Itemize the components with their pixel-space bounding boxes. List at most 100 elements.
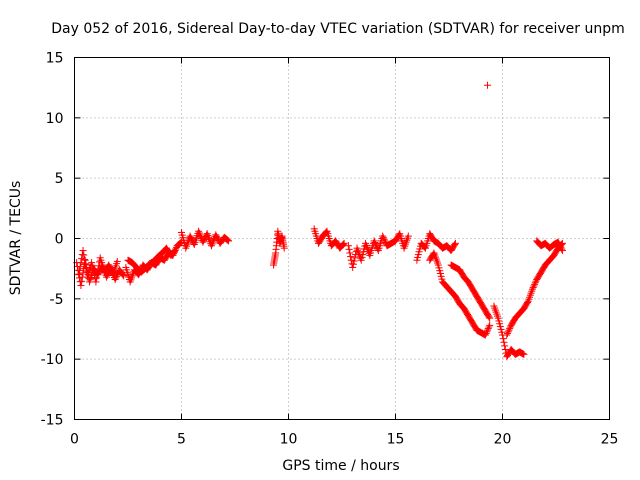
data-point bbox=[501, 342, 509, 350]
data-point bbox=[531, 279, 539, 287]
data-point bbox=[82, 264, 90, 272]
data-point bbox=[380, 235, 388, 243]
data-point bbox=[451, 239, 459, 247]
data-point bbox=[370, 237, 378, 245]
y-tick-label: -5 bbox=[50, 292, 64, 308]
data-point bbox=[95, 262, 103, 270]
data-point bbox=[381, 237, 389, 245]
data-point bbox=[223, 236, 231, 244]
data-point bbox=[209, 238, 217, 246]
data-point bbox=[93, 270, 101, 278]
data-point bbox=[95, 269, 103, 277]
data-point bbox=[171, 247, 179, 255]
data-point bbox=[503, 329, 511, 337]
data-point bbox=[484, 325, 492, 333]
data-point bbox=[345, 245, 353, 253]
data-point bbox=[105, 261, 113, 269]
data-point bbox=[379, 234, 387, 242]
data-point bbox=[78, 255, 86, 263]
data-point bbox=[195, 227, 203, 235]
y-tick-label: 0 bbox=[55, 232, 64, 248]
x-tick-labels: 0 5 10 15 20 25 bbox=[70, 432, 618, 448]
data-point bbox=[105, 263, 113, 271]
data-point bbox=[404, 232, 412, 240]
data-point bbox=[113, 257, 121, 265]
data-point bbox=[224, 236, 232, 244]
data-point bbox=[113, 272, 121, 280]
data-point bbox=[340, 239, 348, 247]
data-point bbox=[92, 278, 100, 286]
y-tick-label: 10 bbox=[46, 111, 64, 127]
data-point bbox=[103, 273, 111, 281]
data-point bbox=[485, 323, 493, 331]
data-point bbox=[79, 247, 87, 255]
plot-frame bbox=[74, 57, 610, 420]
data-points bbox=[73, 81, 566, 361]
data-point bbox=[77, 259, 85, 267]
data-point bbox=[89, 265, 97, 273]
data-point bbox=[75, 271, 83, 279]
data-point bbox=[451, 241, 459, 249]
data-point bbox=[486, 321, 494, 329]
data-point bbox=[347, 253, 355, 261]
data-point bbox=[395, 231, 403, 239]
y-tick-label: 5 bbox=[55, 171, 64, 187]
data-point bbox=[76, 263, 84, 271]
data-point bbox=[81, 260, 89, 268]
data-point bbox=[78, 277, 86, 285]
x-tick-label: 0 bbox=[70, 432, 79, 448]
data-point bbox=[344, 242, 352, 250]
data-point bbox=[196, 231, 204, 239]
data-point bbox=[339, 241, 347, 249]
data-point bbox=[91, 275, 99, 283]
data-point bbox=[500, 338, 508, 346]
data-point bbox=[520, 350, 528, 358]
data-point bbox=[499, 335, 507, 343]
y-tick-label: 15 bbox=[46, 51, 64, 67]
data-point bbox=[339, 240, 347, 248]
data-point bbox=[485, 313, 493, 321]
data-point bbox=[379, 232, 387, 240]
data-point bbox=[372, 240, 380, 248]
data-point bbox=[531, 280, 539, 288]
data-point bbox=[481, 331, 489, 339]
data-point bbox=[120, 272, 128, 280]
data-point bbox=[483, 328, 491, 336]
data-point bbox=[421, 243, 429, 251]
data-point bbox=[88, 262, 96, 270]
x-axis-title: GPS time / hours bbox=[282, 458, 399, 474]
data-point bbox=[346, 249, 354, 257]
data-point bbox=[207, 242, 215, 250]
x-tick-label: 25 bbox=[601, 432, 619, 448]
data-point bbox=[558, 247, 566, 255]
data-point bbox=[80, 255, 88, 263]
data-point bbox=[322, 228, 330, 236]
data-point bbox=[558, 245, 566, 253]
x-tick-label: 20 bbox=[494, 432, 512, 448]
data-point bbox=[93, 274, 101, 282]
y-tick-labels: -15 -10 -5 0 5 10 15 bbox=[41, 51, 64, 429]
data-point bbox=[80, 251, 88, 259]
data-point bbox=[371, 239, 379, 247]
data-point bbox=[111, 276, 119, 284]
y-tick-label: -10 bbox=[41, 352, 64, 368]
data-point bbox=[170, 248, 178, 256]
data-point bbox=[530, 282, 538, 290]
data-point bbox=[484, 81, 492, 89]
data-point bbox=[529, 284, 537, 292]
data-point bbox=[195, 229, 203, 237]
data-point bbox=[482, 329, 490, 337]
data-point bbox=[75, 267, 83, 275]
data-point bbox=[347, 256, 355, 264]
data-point bbox=[350, 257, 358, 265]
x-tick-label: 15 bbox=[387, 432, 405, 448]
data-point bbox=[112, 274, 120, 282]
data-point bbox=[349, 263, 357, 271]
data-point bbox=[170, 247, 178, 255]
data-point bbox=[506, 325, 514, 333]
data-point bbox=[349, 260, 357, 268]
chart-title: Day 052 of 2016, Sidereal Day-to-day VTE… bbox=[51, 21, 625, 37]
data-point bbox=[523, 298, 531, 306]
data-point bbox=[528, 285, 536, 293]
